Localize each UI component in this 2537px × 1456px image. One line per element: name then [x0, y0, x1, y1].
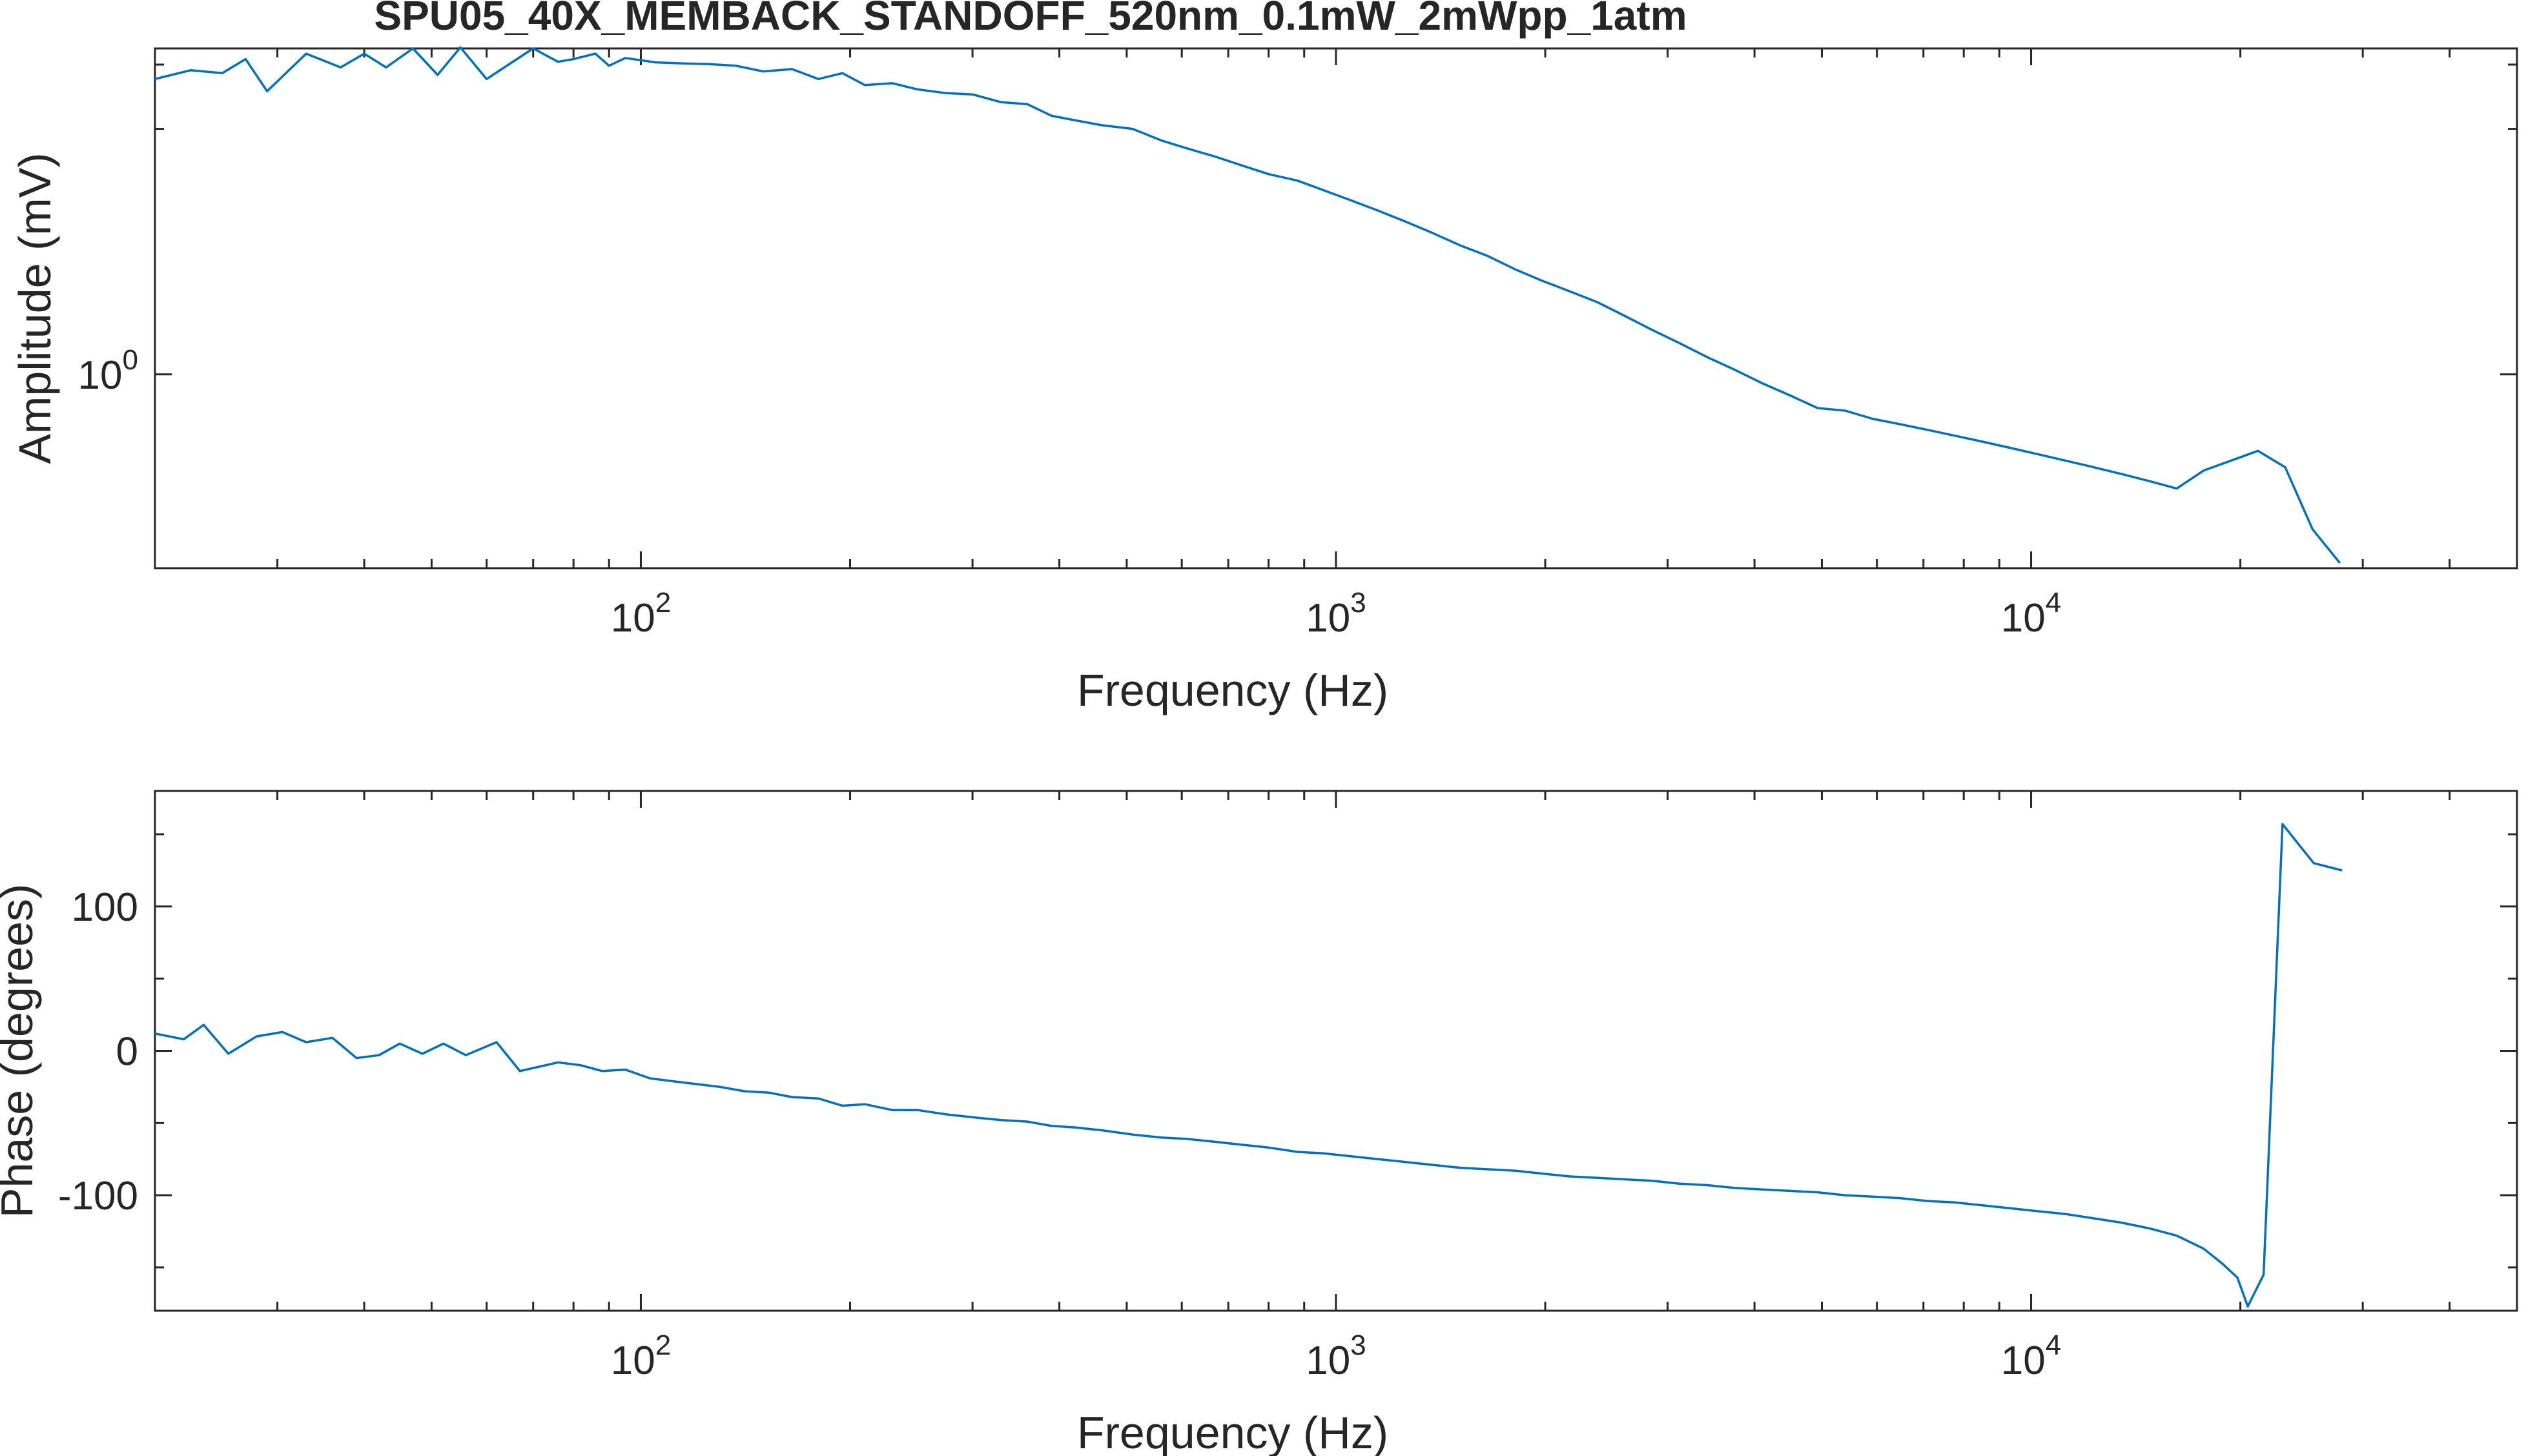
amplitude-series-line [154, 46, 2341, 564]
y-tick-label-text: 100 [72, 885, 138, 930]
x-tick-label-base: 10 [611, 596, 655, 641]
x-tick-label-exponent: 4 [2046, 587, 2061, 619]
amplitude-y-tick-label: 100 [78, 344, 138, 398]
phase-y-tick-label: 0 [116, 1030, 138, 1074]
x-tick-label-exponent: 3 [1350, 587, 1366, 619]
phase-y-tick-label: -100 [58, 1174, 138, 1218]
x-tick-label-exponent: 3 [1350, 1329, 1366, 1361]
phase-y-tick-label: 100 [72, 885, 138, 930]
chart-title: SPU05_40X_MEMBACK_STANDOFF_520nm_0.1mW_2… [374, 0, 1687, 39]
x-tick-label-exponent: 2 [655, 587, 671, 619]
amplitude-x-tick-label: 103 [1306, 587, 1366, 641]
phase-y-axis-label: Phase (degrees) [0, 884, 42, 1218]
amplitude-x-tick-label: 102 [611, 587, 671, 641]
x-tick-label-base: 10 [2001, 1338, 2046, 1383]
amplitude-axes-box [154, 47, 2518, 569]
phase-series-line [154, 823, 2343, 1308]
y-tick-label-exponent: 0 [123, 344, 138, 376]
phase-x-tick-label: 102 [611, 1329, 671, 1383]
x-tick-label-base: 10 [1306, 596, 1350, 641]
y-tick-label-text: 0 [116, 1030, 138, 1074]
x-tick-label-exponent: 2 [655, 1329, 671, 1361]
x-tick-label-exponent: 4 [2046, 1329, 2061, 1361]
phase-x-axis-label: Frequency (Hz) [1077, 1408, 1388, 1456]
amplitude-x-axis-label: Frequency (Hz) [1077, 665, 1388, 715]
amplitude-y-axis-label: Amplitude (mV) [10, 152, 60, 464]
x-tick-label-base: 10 [1306, 1338, 1350, 1383]
y-tick-label-base: 10 [78, 353, 123, 398]
y-tick-label-text: -100 [58, 1174, 138, 1218]
phase-x-tick-label: 104 [2001, 1329, 2061, 1383]
phase-x-tick-label: 103 [1306, 1329, 1366, 1383]
amplitude-x-tick-label: 104 [2001, 587, 2061, 641]
x-tick-label-base: 10 [611, 1338, 655, 1383]
x-tick-label-base: 10 [2001, 596, 2046, 641]
